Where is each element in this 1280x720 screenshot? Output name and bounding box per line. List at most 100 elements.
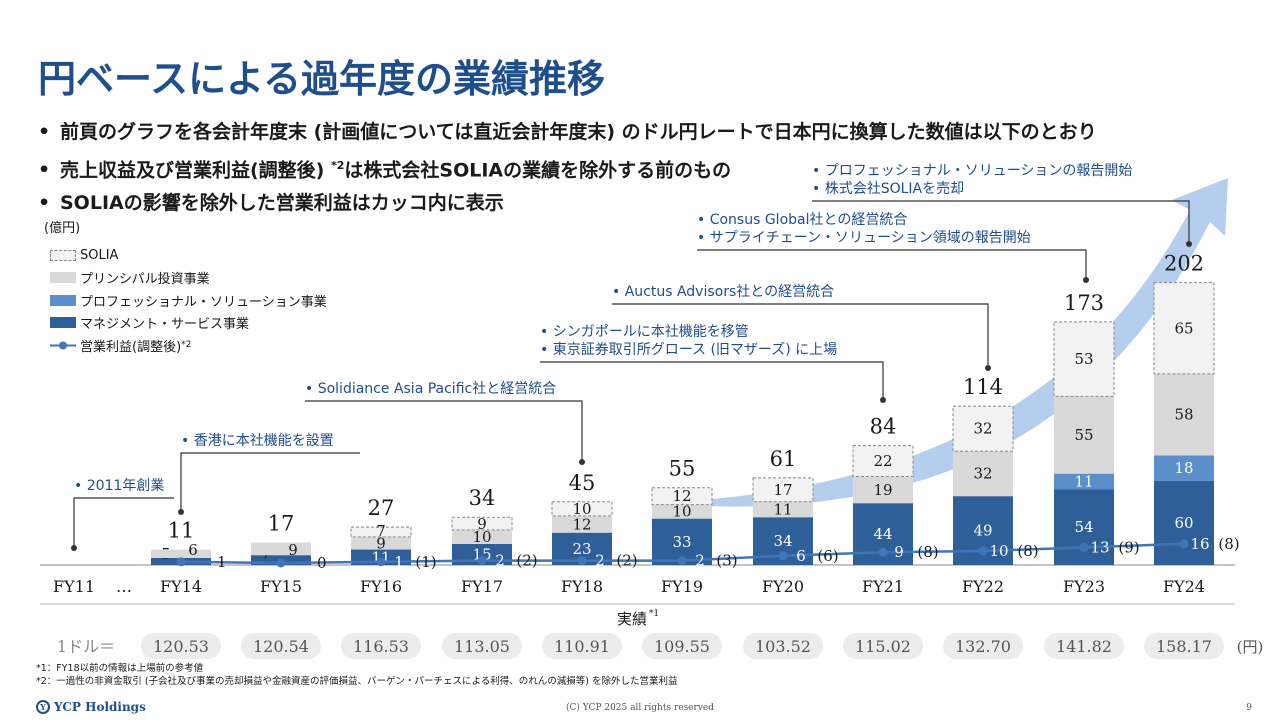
- bullet-text: は株式会社SOLIAの業績を除外する前のもの: [344, 159, 732, 182]
- copyright: (C) YCP 2025 all rights reserved: [566, 703, 714, 713]
- op-income-excl-solia-label: (8): [1218, 535, 1239, 553]
- fx-rate-pill: [442, 633, 522, 659]
- bullet-list: • 前頁のグラフを各会計年度末 (計画値については直近会計年度末) のドル円レート…: [38, 116, 1097, 220]
- legend-item-solia: SOLIA: [50, 244, 327, 267]
- annotation-marker: [1083, 277, 1089, 283]
- bar-total-label: 45: [569, 471, 596, 495]
- annotation-leader-line: [612, 303, 989, 368]
- fx-prefix-label: 1ドル＝: [57, 637, 115, 656]
- bar-value-label: 34: [773, 532, 792, 550]
- x-tick-label: FY16: [360, 577, 402, 596]
- bar-segment-solia: [752, 477, 814, 503]
- bar-segment-management: [1154, 480, 1214, 565]
- bar-value-label: 9: [477, 515, 487, 533]
- chart-canvas: FY115611FY14120.537917FY15120.54119727FY…: [40, 163, 1263, 659]
- legend-item-professional: プロフェッショナル・ソリューション事業: [50, 289, 327, 312]
- op-income-label: 10: [989, 542, 1008, 560]
- fx-rate-label: 120.53: [153, 637, 209, 656]
- op-income-label: 2: [595, 552, 605, 570]
- x-tick-label: FY18: [561, 577, 603, 596]
- bar-value-label: 12: [672, 487, 691, 505]
- company-logo: Y YCP Holdings: [36, 700, 146, 714]
- annotation-marker: [178, 509, 184, 515]
- annotation-leader-line: [697, 249, 1087, 280]
- bar-value-label: 11: [1074, 472, 1093, 490]
- bullet-text: SOLIAの影響を除外した営業利益はカッコ内に表示: [60, 192, 504, 215]
- op-income-point: [1179, 539, 1189, 549]
- footnote: *1：FY18以前の情報は上場前の参考値: [36, 663, 204, 674]
- x-tick-label: FY19: [661, 577, 703, 596]
- footnote-ref: *2: [181, 340, 192, 351]
- op-income-label: 6: [796, 547, 806, 565]
- bar-value-label: 22: [873, 452, 892, 470]
- op-income-label: 13: [1090, 538, 1109, 556]
- bar-value-label: 55: [1074, 426, 1093, 444]
- annotation-marker: [579, 459, 585, 465]
- bar-total-label: 55: [669, 457, 696, 481]
- op-income-label: 2: [495, 552, 505, 570]
- bullet-text: 前頁のグラフを各会計年度末 (計画値については直近会計年度末) のドル円レートで…: [60, 121, 1097, 143]
- annotation-leader-line: [73, 497, 174, 548]
- bar-value-label: 53: [1074, 350, 1093, 368]
- annotation-text: • Solidiance Asia Pacific社と経営統合: [305, 381, 556, 397]
- bar-value-label: 19: [873, 481, 892, 499]
- bar-value-label: 10: [672, 503, 691, 521]
- op-income-excl-solia-label: (2): [516, 552, 537, 570]
- op-income-label: 1: [394, 553, 404, 571]
- annotation-text: • サプライチェーン・ソリューション領域の報告開始: [697, 229, 1031, 246]
- fx-rate-label: 115.02: [855, 637, 911, 656]
- op-income-label: 0: [317, 554, 327, 572]
- op-income-excl-solia-label: (6): [817, 547, 838, 565]
- bar-value-label: 23: [572, 540, 591, 558]
- bar-segment-solia: [1053, 321, 1115, 397]
- bar-total-label: 173: [1064, 291, 1104, 315]
- bar-segment-solia: [651, 487, 713, 506]
- bar-segment-solia: [952, 405, 1014, 452]
- fx-rate-pill: [743, 633, 823, 659]
- annotation-leader-line: [540, 361, 884, 400]
- op-income-point: [176, 557, 186, 567]
- bar-segment-principal: [1154, 373, 1214, 456]
- bar-total-label: 17: [268, 512, 295, 536]
- annotation-leader-line: [180, 452, 360, 512]
- op-income-excl-solia-label: (2): [616, 552, 637, 570]
- bar-value-label: 60: [1174, 514, 1193, 532]
- op-income-point: [376, 557, 386, 567]
- fx-rate-pill: [843, 633, 923, 659]
- annotation-text: • Auctus Advisors社との経営統合: [612, 284, 834, 300]
- x-tick-label: FY23: [1063, 577, 1105, 596]
- x-tick-label: FY22: [962, 577, 1004, 596]
- bar-value-label: 65: [1174, 319, 1193, 337]
- x-axis-label-sup: *1: [649, 609, 659, 619]
- op-income-excl-solia-label: (1): [415, 553, 436, 571]
- annotation-text: • Consus Global社との経営統合: [697, 212, 907, 228]
- fx-rate-label: 158.17: [1156, 637, 1212, 656]
- legend-label: プロフェッショナル・ソリューション事業: [80, 294, 327, 310]
- bar-total-label: 27: [368, 496, 395, 520]
- bar-segment-solia: [451, 516, 513, 531]
- bar-segment-solia: [852, 445, 914, 477]
- annotation-leader-line: [305, 400, 583, 462]
- bar-total-label: 61: [770, 447, 797, 471]
- bar-segment-principal: [351, 536, 411, 550]
- op-income-label: 16: [1190, 535, 1209, 553]
- legend-line-swatch: [50, 341, 76, 350]
- annotation-leader-line: [812, 200, 1190, 244]
- legend-item-principal: プリンシパル投資事業: [50, 267, 327, 290]
- fx-rate-label: 113.05: [454, 637, 510, 656]
- annotation-text: • シンガポールに本社機能を移管: [540, 324, 749, 340]
- bullet-text: 売上収益及び営業利益(調整後): [60, 159, 331, 182]
- op-income-label: 2: [695, 552, 705, 570]
- bar-total-label: 202: [1164, 252, 1204, 276]
- bar-segment-principal: [552, 515, 612, 533]
- op-income-point: [878, 547, 888, 557]
- bar-value-label: 49: [973, 522, 992, 540]
- x-tick-label: FY21: [862, 577, 904, 596]
- fx-rate-pill: [642, 633, 722, 659]
- fx-rate-label: 120.54: [253, 637, 309, 656]
- op-income-excl-solia-label: (9): [1118, 538, 1139, 556]
- bar-value-label: 32: [973, 465, 992, 483]
- x-tick-label: FY14: [160, 577, 202, 596]
- bar-segment-solia: [350, 526, 412, 538]
- bar-total-label: 34: [469, 486, 496, 510]
